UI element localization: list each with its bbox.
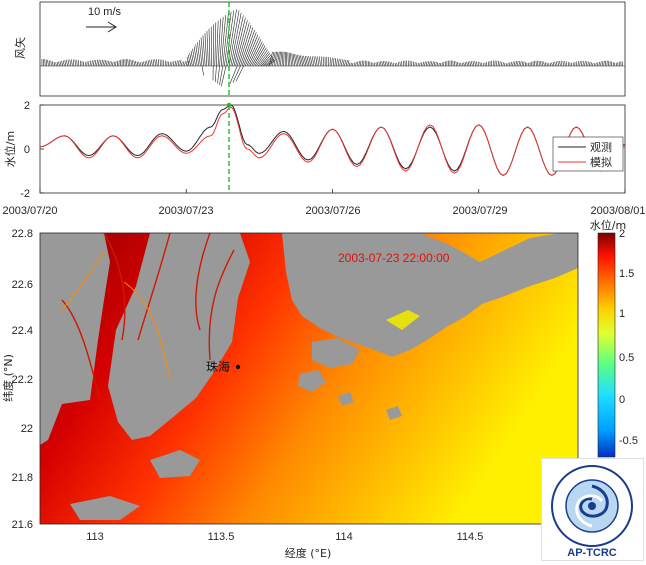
map-timestamp: 2003-07-23 22:00:00	[338, 251, 450, 265]
logo-name: AP-TCRC	[567, 547, 617, 559]
colorbar: 水位/m 2 1.5 1 0.5 0 -0.5	[590, 218, 638, 457]
aptcrc-logo: AP-TCRC	[541, 458, 644, 561]
legend-box	[553, 137, 623, 171]
map-xtick-1135: 113.5	[208, 531, 235, 543]
map-ytick-216: 21.6	[12, 519, 33, 531]
map-panel: 2003-07-23 22:00:00 珠海 22.8 22.6 22.4 22…	[1, 228, 578, 560]
level-panel: 2 0 -2 水位/m 观测 模拟 2003/07/20 2003/07/23 …	[2, 100, 645, 217]
colorbar-tick-15: 1.5	[619, 268, 634, 280]
wind-axes-box	[40, 2, 625, 96]
colorbar-tick-neg05: -0.5	[619, 435, 638, 447]
map-ylabel: 纬度 (°N)	[1, 354, 15, 402]
wind-panel: 10 m/s 风矢	[13, 2, 625, 96]
level-marker-point	[227, 103, 231, 107]
level-ytick-neg2: -2	[20, 188, 30, 200]
aptcrc-emblem-graphic: AP-TCRC	[542, 459, 643, 560]
map-xtick-113: 113	[86, 531, 104, 543]
legend: 观测 模拟	[553, 137, 623, 171]
xtick-label-0723: 2003/07/23	[158, 205, 213, 217]
legend-simulated-label: 模拟	[590, 155, 612, 169]
map-ytick-228: 22.8	[12, 228, 33, 240]
xtick-label-0720: 2003/07/20	[2, 205, 57, 217]
colorbar-tick-2: 2	[619, 228, 625, 240]
colorbar-tick-1: 1	[619, 308, 625, 320]
map-ytick-218: 21.8	[12, 472, 33, 484]
map-ytick-226: 22.6	[12, 279, 33, 291]
map-xtick-114: 114	[335, 531, 353, 543]
xtick-label-0726: 2003/07/26	[305, 205, 360, 217]
map-ytick-22: 22	[21, 423, 33, 435]
map-ytick-224: 22.4	[12, 325, 33, 337]
xtick-label-0729: 2003/07/29	[452, 205, 507, 217]
level-ytick-2: 2	[24, 100, 30, 112]
colorbar-ramp	[598, 233, 615, 457]
level-ylabel: 水位/m	[3, 131, 17, 167]
wind-ylabel: 风矢	[13, 37, 27, 59]
legend-observed-label: 观测	[590, 141, 612, 154]
zhuhai-marker	[236, 365, 240, 369]
colorbar-tick-05: 0.5	[619, 352, 634, 364]
level-ytick-0: 0	[24, 144, 30, 156]
map-xtick-1145: 114.5	[457, 531, 484, 543]
xtick-label-0801: 2003/08/01	[590, 205, 645, 217]
map-xlabel: 经度 (°E)	[285, 546, 332, 560]
wind-scale-label: 10 m/s	[88, 6, 122, 18]
colorbar-tick-0: 0	[619, 394, 625, 406]
zhuhai-label: 珠海	[206, 359, 230, 374]
